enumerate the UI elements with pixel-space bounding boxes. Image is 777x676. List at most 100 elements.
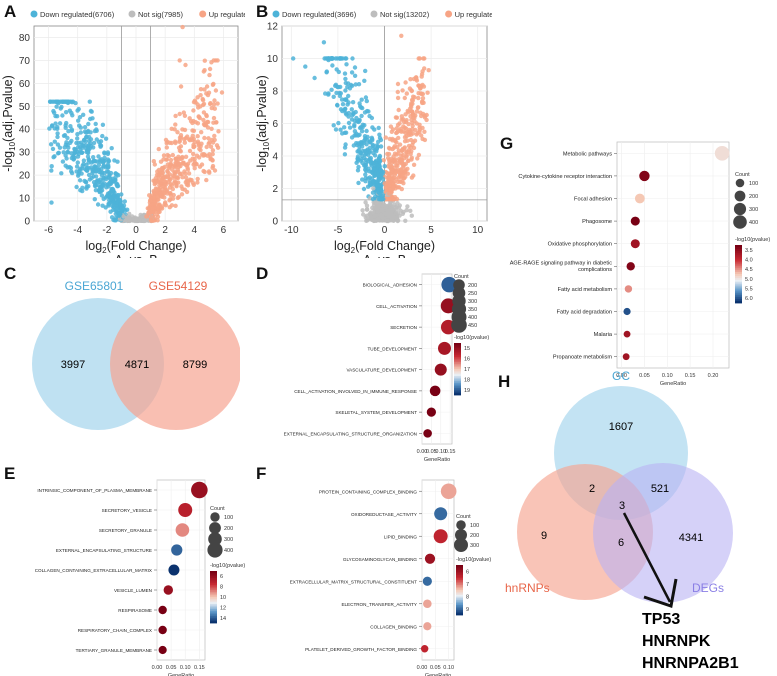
color-legend-label: 4.5 — [745, 267, 753, 273]
count-legend-label: 300 — [224, 537, 233, 543]
count-legend-label: 300 — [470, 543, 479, 549]
data-point — [379, 214, 385, 219]
count-legend-dot — [455, 529, 467, 541]
data-point — [409, 213, 414, 218]
data-point — [383, 135, 388, 140]
data-point — [346, 93, 351, 99]
color-legend-bar — [210, 572, 217, 575]
color-legend-label: 3.5 — [745, 248, 753, 254]
color-legend-bar — [454, 353, 461, 356]
legend-marker — [128, 10, 136, 18]
data-point — [112, 218, 118, 223]
color-legend-bar — [735, 275, 742, 279]
data-point — [101, 160, 106, 165]
data-point — [409, 155, 414, 160]
color-legend-label: 19 — [464, 388, 470, 394]
data-point — [52, 154, 57, 159]
data-point — [121, 206, 127, 211]
data-point — [110, 200, 116, 205]
data-point — [103, 136, 109, 141]
data-point — [387, 159, 392, 165]
data-point — [91, 140, 97, 146]
data-point — [403, 169, 408, 174]
data-point — [90, 170, 95, 176]
color-legend-label: 16 — [464, 357, 470, 363]
data-point — [356, 82, 362, 87]
data-point — [110, 189, 115, 194]
data-point — [399, 33, 404, 38]
color-legend-label: 6.0 — [745, 296, 753, 302]
data-point — [388, 187, 393, 193]
color-legend-bar — [454, 388, 461, 391]
data-point — [83, 167, 88, 172]
venn-c-overlap: 4871 — [125, 359, 149, 371]
count-legend-label: 350 — [468, 307, 477, 313]
data-point — [201, 152, 206, 157]
data-point — [333, 127, 339, 132]
data-point — [395, 185, 401, 190]
data-point — [182, 127, 188, 133]
x-tick-label: 2 — [162, 225, 168, 236]
data-point — [87, 177, 93, 182]
data-point — [127, 216, 132, 221]
data-point — [399, 114, 404, 119]
data-point — [404, 91, 409, 96]
data-point — [167, 185, 173, 190]
color-legend-bar — [456, 581, 463, 584]
data-point — [338, 91, 343, 96]
data-point — [389, 172, 394, 178]
data-point — [376, 125, 381, 131]
data-point — [183, 171, 188, 176]
data-point — [164, 140, 169, 146]
data-point — [344, 97, 349, 103]
data-point — [49, 168, 54, 173]
data-point — [65, 165, 70, 170]
color-legend-bar — [454, 362, 461, 365]
data-point — [333, 83, 338, 89]
color-legend-bar — [210, 584, 217, 587]
data-point — [192, 139, 197, 145]
data-point — [106, 158, 112, 164]
data-point — [177, 135, 183, 140]
data-point — [352, 129, 358, 134]
data-point — [184, 178, 189, 184]
x-tick-label: 0.05 — [426, 449, 437, 455]
color-legend-bar — [210, 607, 217, 610]
term-label: EXTERNAL_ENCAPSULATING_STRUCTURE_ORGANIZ… — [284, 431, 417, 436]
count-legend-dot — [733, 215, 747, 229]
data-point — [109, 196, 114, 202]
data-point — [359, 97, 364, 102]
data-point — [367, 148, 372, 154]
data-point — [75, 132, 80, 137]
data-point — [402, 135, 408, 140]
data-point — [94, 128, 99, 133]
data-point — [375, 205, 381, 210]
color-legend-title: -log10(pvalue) — [456, 557, 491, 563]
data-point — [414, 75, 419, 80]
color-legend-bar — [454, 369, 461, 372]
data-point — [76, 118, 81, 123]
data-point — [109, 215, 115, 220]
points — [291, 33, 431, 224]
data-point — [364, 203, 370, 208]
count-legend-dot — [735, 178, 745, 188]
data-point — [201, 168, 206, 174]
color-legend-bar — [454, 370, 461, 373]
data-point — [156, 210, 161, 215]
color-legend-label: 7 — [466, 582, 469, 588]
term-label: Metabolic pathways — [563, 151, 612, 157]
data-point — [384, 196, 390, 202]
dot — [623, 307, 631, 316]
term-label: INTRINSIC_COMPONENT_OF_PLASMA_MEMBRANE — [37, 488, 152, 493]
data-point — [204, 91, 209, 96]
venn-h-deg-circle — [593, 463, 733, 603]
color-legend-bar — [735, 262, 742, 265]
dot — [423, 599, 432, 609]
data-point — [194, 153, 200, 158]
term-label: SECRETION — [390, 325, 417, 330]
data-point — [81, 161, 86, 167]
data-point — [376, 139, 381, 144]
data-point — [417, 56, 422, 61]
term-label: EXTERNAL_ENCAPSULATING_STRUCTURE — [56, 548, 152, 553]
color-legend-bar — [735, 287, 742, 290]
